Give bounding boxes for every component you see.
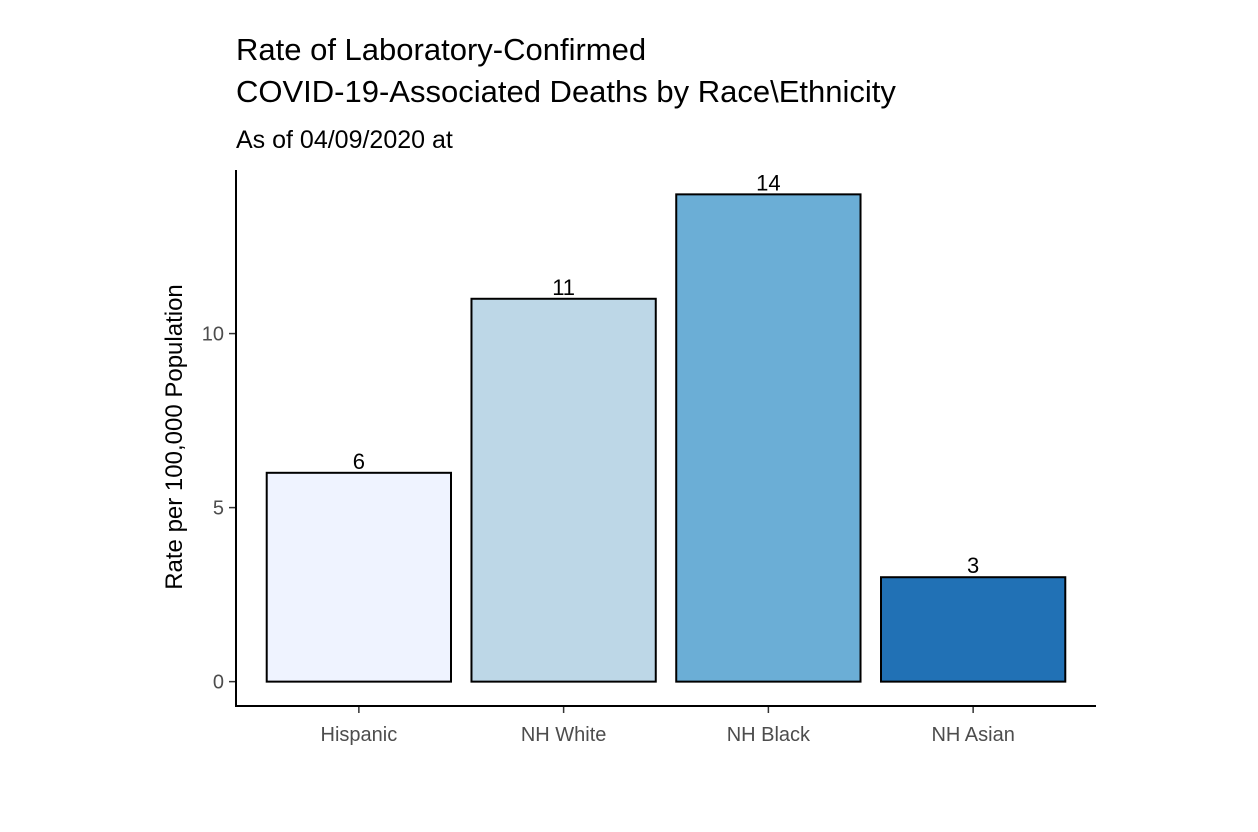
y-tick-label: 5	[213, 498, 224, 520]
chart-subtitle: As of 04/09/2020 at	[236, 126, 453, 154]
chart-title-line-1: Rate of Laboratory-Confirmed	[236, 32, 646, 67]
data-label: 11	[552, 275, 575, 300]
x-tick-label: NH Asian	[931, 724, 1014, 746]
chart-title-line-2: COVID-19-Associated Deaths by Race\Ethni…	[236, 74, 896, 109]
data-label: 14	[756, 170, 780, 195]
x-axis-ticks: Hispanic NH White NH Black NH Asian	[321, 706, 1015, 746]
bars-group	[265, 193, 1067, 683]
y-tick-label: 10	[202, 324, 224, 346]
y-axis-ticks: 0 5 10	[202, 324, 236, 694]
bar-nh-black	[675, 193, 862, 683]
x-tick-label: NH Black	[727, 724, 811, 746]
x-tick-label: Hispanic	[321, 724, 398, 746]
x-tick-label: NH White	[521, 724, 607, 746]
y-axis-title: Rate per 100,000 Population	[161, 284, 188, 590]
data-label: 6	[353, 449, 365, 474]
bar-hispanic	[265, 471, 453, 683]
bar-nh-asian	[880, 576, 1067, 683]
y-tick-label: 0	[213, 672, 224, 694]
data-labels-group: 6 11 14 3	[353, 170, 980, 578]
bar-nh-white	[470, 297, 657, 683]
data-label: 3	[967, 553, 979, 578]
